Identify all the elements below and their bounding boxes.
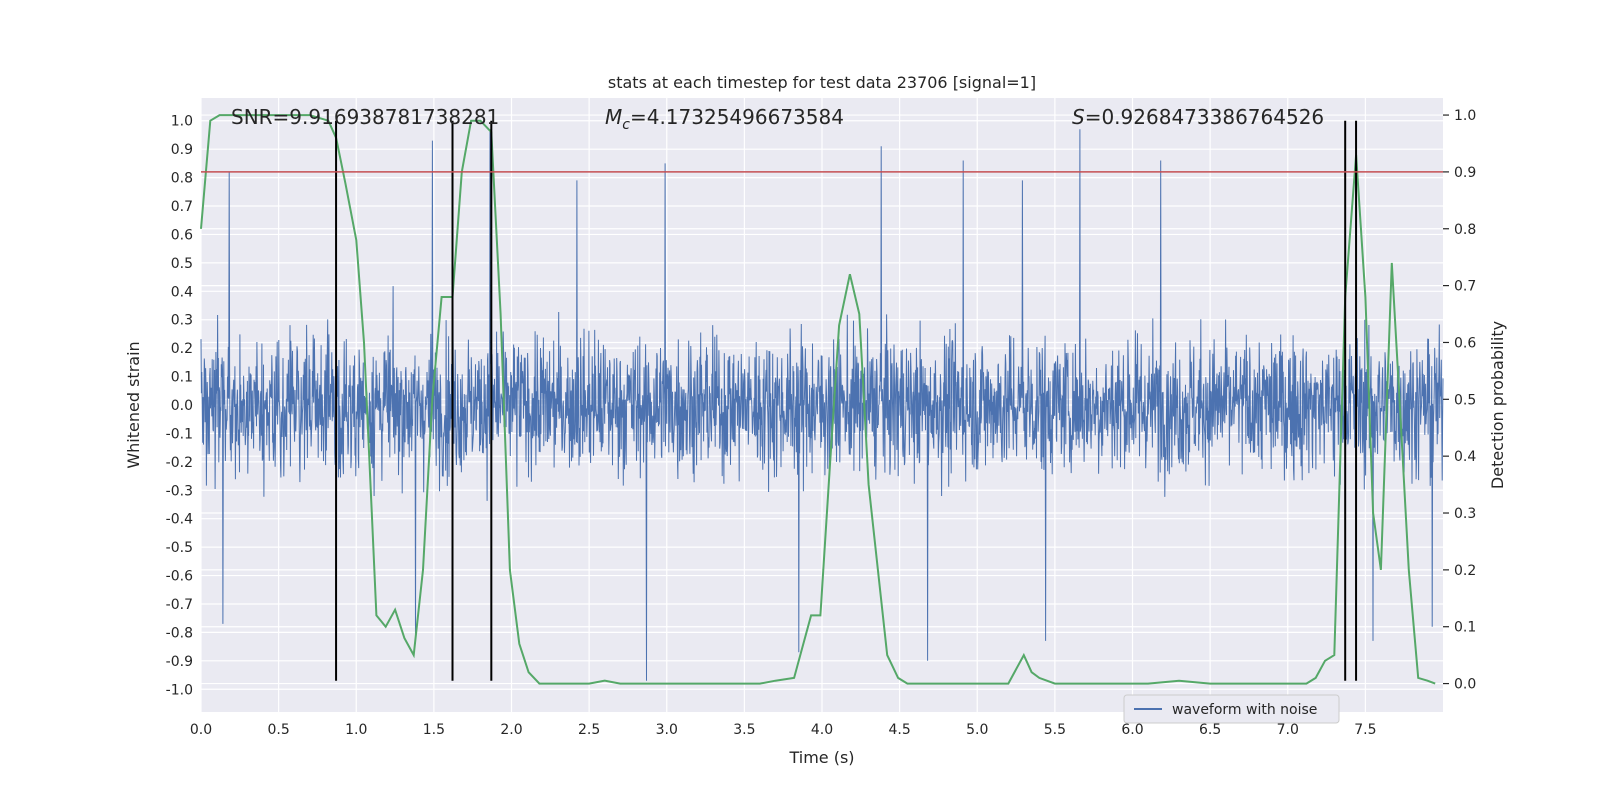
waveform-line: [200, 129, 1444, 681]
y-left-tick-label: 0.0: [171, 398, 193, 414]
legend-entry-waveform: waveform with noise: [1172, 702, 1317, 718]
y-right-tick-label: 0.8: [1454, 222, 1476, 238]
vertical-lines: [335, 120, 1358, 681]
x-tick-label: 1.0: [345, 722, 367, 738]
y-left-tick-label: 0.8: [171, 171, 193, 187]
x-tick-label: 5.5: [1044, 722, 1066, 738]
chirp-mass-value: =4.17325496673584: [630, 105, 844, 129]
y-right-tick-label: 0.1: [1454, 620, 1476, 636]
y-left-tick-label: -0.4: [166, 512, 193, 528]
chart-title: stats at each timestep for test data 237…: [608, 73, 1036, 92]
y-left-tick-label: 1.0: [171, 114, 193, 130]
y-left-tick-label: 0.3: [171, 313, 193, 329]
y-left-tick-label: -0.5: [166, 540, 193, 556]
x-tick-label: 2.5: [578, 722, 600, 738]
y-left-tick-label: 0.6: [171, 227, 193, 243]
y-right-tick-label: 0.2: [1454, 563, 1476, 579]
x-tick-label: 3.0: [656, 722, 678, 738]
chirp-mass-subscript: c: [622, 117, 630, 133]
x-axis-label: Time (s): [788, 748, 854, 767]
y-left-tick-label: -0.3: [166, 483, 193, 499]
s-annotation: S=0.9268473386764526: [1072, 105, 1324, 129]
x-tick-label: 2.0: [500, 722, 522, 738]
y-left-axis-label: Whitened strain: [124, 341, 143, 468]
chirp-mass-symbol: M: [605, 105, 622, 129]
snr-annotation: SNR=9.916938781738281: [231, 105, 499, 129]
x-tick-label: 0.0: [190, 722, 212, 738]
y-right-tick-label: 0.0: [1454, 677, 1476, 693]
y-right-tick-label: 0.7: [1454, 279, 1476, 295]
legend: waveform with noise: [1123, 694, 1340, 724]
y-left-tick-label: 0.2: [171, 341, 193, 357]
x-tick-label: 7.5: [1354, 722, 1376, 738]
x-tick-label: 5.0: [966, 722, 988, 738]
y-left-tick-label: -0.2: [166, 455, 193, 471]
y-left-tick-label: -0.6: [166, 569, 193, 585]
y-right-tick-label: 0.5: [1454, 392, 1476, 408]
chirp-mass-annotation: Mc=4.17325496673584: [605, 105, 844, 133]
detection-probability-line: [200, 114, 1436, 685]
y-right-tick-label: 0.9: [1454, 165, 1476, 181]
y-left-tick-label: 0.4: [171, 284, 193, 300]
x-tick-label: 1.5: [423, 722, 445, 738]
y-right-tick-label: 0.3: [1454, 506, 1476, 522]
x-tick-labels: 0.0 0.5 1.0 1.5 2.0 2.5 3.0 3.5 4.0 4.5 5.0 5.5 6.0 6…: [190, 722, 1377, 738]
y-right-tick-label: 0.4: [1454, 449, 1476, 465]
y-left-tick-label: 0.9: [171, 142, 193, 158]
probability-series: [200, 114, 1436, 685]
s-value: =0.9268473386764526: [1085, 105, 1324, 129]
y-left-tick-label: 0.5: [171, 256, 193, 272]
y-right-tick-label: 0.6: [1454, 335, 1476, 351]
x-tick-label: 4.0: [811, 722, 833, 738]
y-right-tick-label: 1.0: [1454, 108, 1476, 124]
x-tick-label: 6.5: [1199, 722, 1221, 738]
y-left-tick-label: 0.1: [171, 370, 193, 386]
y-left-tick-label: -1.0: [166, 682, 193, 698]
x-tick-label: 0.5: [267, 722, 289, 738]
s-symbol: S: [1072, 105, 1085, 129]
y-left-tick-label: -0.9: [166, 654, 193, 670]
y-left-tick-label: 0.7: [171, 199, 193, 215]
x-tick-label: 7.0: [1277, 722, 1299, 738]
legend-box: [1123, 694, 1340, 724]
y-right-tick-labels: 0.0 0.1 0.2 0.3 0.4 0.5 0.6 0.7 0.8 0.9 1.0: [1443, 108, 1476, 693]
y-left-tick-labels: -1.0 -0.9 -0.8 -0.7 -0.6 -0.5 -0.4 -0.3 -0.2 -0.1…: [166, 114, 193, 699]
x-tick-label: 4.5: [888, 722, 910, 738]
x-tick-label: 6.0: [1121, 722, 1143, 738]
y-left-tick-label: -0.1: [166, 426, 193, 442]
y-right-axis-label: Detection probability: [1488, 321, 1507, 489]
y-left-tick-label: -0.8: [166, 625, 193, 641]
waveform-series: [200, 129, 1444, 681]
y-left-tick-label: -0.7: [166, 597, 193, 613]
x-tick-label: 3.5: [733, 722, 755, 738]
